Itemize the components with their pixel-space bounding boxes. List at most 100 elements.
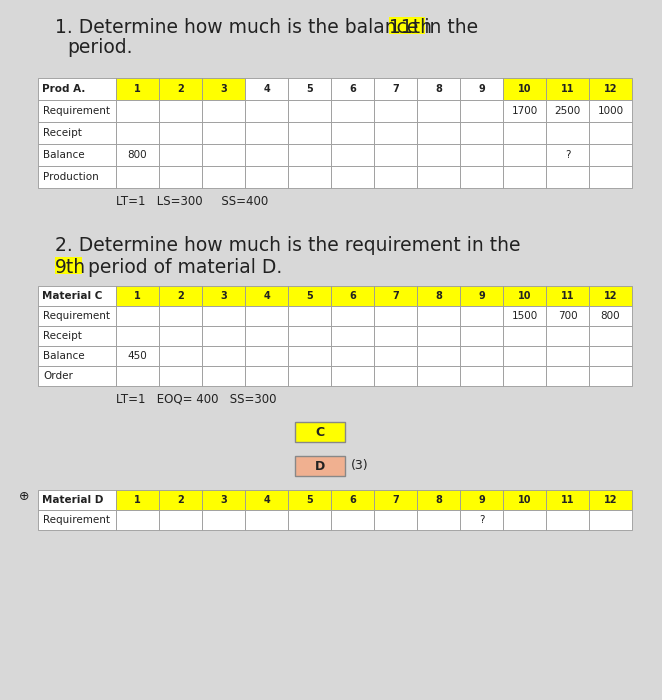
Text: 2: 2 [177, 291, 184, 301]
Text: Balance: Balance [43, 351, 85, 361]
Bar [589, 166, 632, 188]
Text: 10: 10 [518, 84, 531, 94]
Bar [374, 326, 417, 346]
Bar [159, 346, 202, 366]
Bar [202, 326, 245, 346]
Text: 2. Determine how much is the requirement in the: 2. Determine how much is the requirement… [55, 236, 520, 255]
Text: 8: 8 [435, 84, 442, 94]
Text: 11: 11 [561, 495, 574, 505]
Bar [116, 306, 159, 326]
Bar [460, 490, 503, 510]
Bar [288, 286, 331, 306]
Text: 5: 5 [306, 84, 313, 94]
Text: period of material D.: period of material D. [82, 258, 282, 277]
Bar [460, 166, 503, 188]
Bar [589, 510, 632, 530]
Bar [331, 306, 374, 326]
Bar [589, 306, 632, 326]
Text: 4: 4 [263, 495, 270, 505]
Text: 1: 1 [134, 495, 141, 505]
Text: 10: 10 [518, 291, 531, 301]
Text: 9: 9 [478, 84, 485, 94]
Text: 6: 6 [349, 291, 356, 301]
Bar [202, 366, 245, 386]
Bar [374, 510, 417, 530]
Text: 11: 11 [561, 291, 574, 301]
Text: C: C [315, 426, 324, 438]
Text: 2: 2 [177, 84, 184, 94]
Text: LT=1   LS=300     SS=400: LT=1 LS=300 SS=400 [116, 195, 268, 208]
Bar [288, 306, 331, 326]
Bar [116, 510, 159, 530]
Bar [589, 346, 632, 366]
Bar [245, 78, 288, 100]
Bar [159, 122, 202, 144]
Bar [202, 490, 245, 510]
Bar [38, 326, 116, 346]
Bar [331, 286, 374, 306]
Bar [331, 144, 374, 166]
Bar [159, 166, 202, 188]
Bar [546, 326, 589, 346]
Bar [245, 122, 288, 144]
Bar [331, 100, 374, 122]
Bar [202, 286, 245, 306]
Text: 5: 5 [306, 291, 313, 301]
Bar [116, 122, 159, 144]
Text: 1000: 1000 [597, 106, 624, 116]
Bar [503, 166, 546, 188]
Bar [245, 166, 288, 188]
Text: 12: 12 [604, 291, 617, 301]
Text: ?: ? [565, 150, 570, 160]
Bar [331, 326, 374, 346]
Bar [503, 286, 546, 306]
Text: Material C: Material C [42, 291, 103, 301]
Bar [589, 490, 632, 510]
Bar [417, 510, 460, 530]
Bar [331, 122, 374, 144]
Text: LT=1   EOQ= 400   SS=300: LT=1 EOQ= 400 SS=300 [116, 392, 277, 405]
Bar [245, 100, 288, 122]
Bar [202, 100, 245, 122]
Bar [159, 510, 202, 530]
Bar [159, 100, 202, 122]
Bar [546, 346, 589, 366]
Text: period.: period. [67, 38, 132, 57]
Bar [460, 326, 503, 346]
Bar [460, 100, 503, 122]
Bar [245, 306, 288, 326]
Bar [202, 306, 245, 326]
Text: 1500: 1500 [511, 311, 538, 321]
Bar [417, 286, 460, 306]
Bar [159, 366, 202, 386]
Bar [374, 366, 417, 386]
Bar [374, 286, 417, 306]
Bar [331, 78, 374, 100]
Bar [460, 366, 503, 386]
Bar [546, 100, 589, 122]
Text: 700: 700 [557, 311, 577, 321]
Bar [589, 78, 632, 100]
Text: Requirement: Requirement [43, 311, 110, 321]
Bar [116, 144, 159, 166]
Bar [589, 122, 632, 144]
Bar [202, 122, 245, 144]
Bar [38, 366, 116, 386]
Bar [374, 306, 417, 326]
Text: D: D [315, 459, 325, 473]
Text: 11th: 11th [389, 18, 432, 37]
Bar [38, 166, 116, 188]
Bar [159, 326, 202, 346]
Text: 11: 11 [561, 84, 574, 94]
Bar [417, 326, 460, 346]
Text: 1700: 1700 [511, 106, 538, 116]
Bar [288, 78, 331, 100]
Bar [159, 144, 202, 166]
Bar [295, 422, 345, 442]
Bar [417, 122, 460, 144]
Bar [503, 326, 546, 346]
Bar [245, 490, 288, 510]
Bar [159, 286, 202, 306]
Bar [331, 490, 374, 510]
Text: 450: 450 [128, 351, 148, 361]
